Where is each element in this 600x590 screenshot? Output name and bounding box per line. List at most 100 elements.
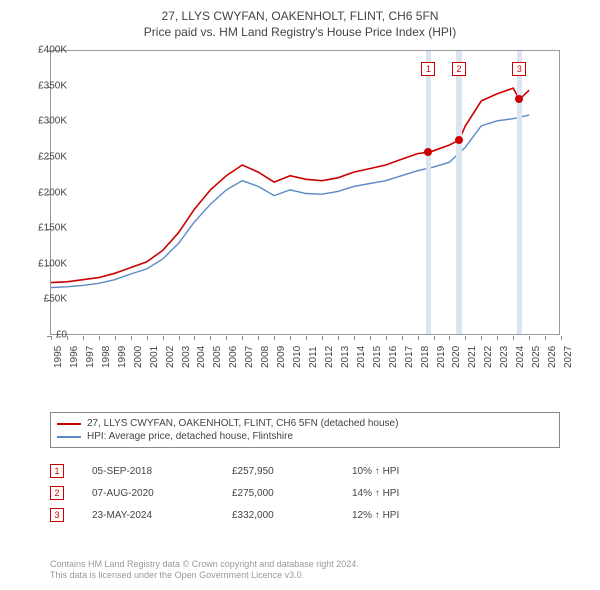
x-axis-tick — [51, 336, 52, 340]
x-axis-tick — [465, 336, 466, 340]
x-axis-tick-label: 2024 — [515, 346, 526, 368]
x-axis-tick-label: 2020 — [451, 346, 462, 368]
x-axis-tick-label: 2019 — [436, 346, 447, 368]
x-axis-tick — [99, 336, 100, 340]
legend-item: 27, LLYS CWYFAN, OAKENHOLT, FLINT, CH6 5… — [57, 417, 553, 430]
x-axis-tick — [481, 336, 482, 340]
sales-pct: 14% ↑ HPI — [352, 488, 432, 499]
x-axis-tick — [561, 336, 562, 340]
x-axis-tick-label: 2027 — [563, 346, 574, 368]
y-axis-tick-label: £150K — [38, 223, 67, 234]
x-axis-tick — [386, 336, 387, 340]
sales-date: 07-AUG-2020 — [92, 488, 232, 499]
footer-attribution: Contains HM Land Registry data © Crown c… — [50, 559, 359, 582]
x-axis-tick-label: 2006 — [228, 346, 239, 368]
highlight-band — [426, 51, 432, 334]
x-axis-tick-label: 2000 — [133, 346, 144, 368]
footer-line-2: This data is licensed under the Open Gov… — [50, 570, 359, 582]
highlight-band — [456, 51, 462, 334]
x-axis-tick — [242, 336, 243, 340]
x-axis-tick — [67, 336, 68, 340]
x-axis-tick-label: 2023 — [499, 346, 510, 368]
arrow-up-icon: ↑ — [375, 466, 380, 477]
x-axis-tick-label: 2005 — [212, 346, 223, 368]
legend-item: HPI: Average price, detached house, Flin… — [57, 430, 553, 443]
x-axis-tick-label: 2003 — [181, 346, 192, 368]
x-axis-tick-label: 2022 — [483, 346, 494, 368]
y-axis-tick-label: £0 — [56, 330, 67, 341]
x-axis-tick — [354, 336, 355, 340]
sale-marker-box: 2 — [452, 62, 466, 76]
x-axis-tick-label: 1995 — [53, 346, 64, 368]
x-axis-tick — [402, 336, 403, 340]
sale-marker-box: 3 — [512, 62, 526, 76]
chart-area: 123 £0£50K£100K£150K£200K£250K£300K£350K… — [50, 50, 585, 360]
x-axis-tick — [418, 336, 419, 340]
x-axis-tick-label: 2021 — [467, 346, 478, 368]
legend: 27, LLYS CWYFAN, OAKENHOLT, FLINT, CH6 5… — [50, 412, 560, 448]
x-axis-tick — [210, 336, 211, 340]
legend-label: 27, LLYS CWYFAN, OAKENHOLT, FLINT, CH6 5… — [87, 418, 398, 429]
plot-area: 1 2 3 — [50, 50, 560, 335]
arrow-up-icon: ↑ — [375, 510, 380, 521]
x-axis-tick-label: 2001 — [149, 346, 160, 368]
sale-marker-dot — [424, 148, 432, 156]
x-axis-tick — [274, 336, 275, 340]
x-axis-tick-label: 2004 — [196, 346, 207, 368]
x-axis-tick — [449, 336, 450, 340]
x-axis-tick-label: 2018 — [420, 346, 431, 368]
sales-date: 05-SEP-2018 — [92, 466, 232, 477]
x-axis-tick-label: 2010 — [292, 346, 303, 368]
sales-date: 23-MAY-2024 — [92, 510, 232, 521]
x-axis-tick — [83, 336, 84, 340]
x-axis-tick-label: 2015 — [372, 346, 383, 368]
arrow-up-icon: ↑ — [375, 488, 380, 499]
sales-index-box: 2 — [50, 486, 64, 500]
chart-title: 27, LLYS CWYFAN, OAKENHOLT, FLINT, CH6 5… — [0, 0, 600, 40]
x-axis-tick-label: 1998 — [101, 346, 112, 368]
title-line-2: Price paid vs. HM Land Registry's House … — [0, 24, 600, 40]
x-axis-tick — [258, 336, 259, 340]
sales-table: 105-SEP-2018£257,95010% ↑ HPI207-AUG-202… — [50, 460, 560, 526]
x-axis-tick — [434, 336, 435, 340]
x-axis-tick — [322, 336, 323, 340]
y-axis-tick-label: £250K — [38, 151, 67, 162]
y-axis-tick-label: £100K — [38, 258, 67, 269]
x-axis-tick-label: 1997 — [85, 346, 96, 368]
x-axis-tick-label: 2016 — [388, 346, 399, 368]
x-axis-tick — [529, 336, 530, 340]
x-axis-tick — [194, 336, 195, 340]
line-series-svg — [51, 51, 561, 336]
x-axis-tick — [338, 336, 339, 340]
x-axis-tick-label: 2014 — [356, 346, 367, 368]
legend-swatch — [57, 436, 81, 438]
x-axis-tick — [147, 336, 148, 340]
x-axis-tick — [290, 336, 291, 340]
highlight-band — [517, 51, 523, 334]
y-axis-tick-label: £300K — [38, 116, 67, 127]
sales-pct: 12% ↑ HPI — [352, 510, 432, 521]
legend-swatch — [57, 423, 81, 425]
x-axis-tick — [545, 336, 546, 340]
x-axis-tick-label: 1999 — [117, 346, 128, 368]
x-axis-tick-label: 2011 — [308, 346, 319, 368]
sales-price: £257,950 — [232, 466, 352, 477]
x-axis-tick-label: 2002 — [165, 346, 176, 368]
x-axis-tick — [163, 336, 164, 340]
x-axis-tick-label: 2026 — [547, 346, 558, 368]
x-axis-tick-label: 2009 — [276, 346, 287, 368]
sales-row: 323-MAY-2024£332,00012% ↑ HPI — [50, 504, 560, 526]
y-axis-tick-label: £350K — [38, 80, 67, 91]
x-axis-tick-label: 2013 — [340, 346, 351, 368]
x-axis-tick-label: 2012 — [324, 346, 335, 368]
x-axis-tick-label: 2008 — [260, 346, 271, 368]
y-axis-tick-label: £400K — [38, 45, 67, 56]
x-axis-tick-label: 2017 — [404, 346, 415, 368]
x-axis-tick — [513, 336, 514, 340]
x-axis-tick — [370, 336, 371, 340]
x-axis-tick-label: 1996 — [69, 346, 80, 368]
title-line-1: 27, LLYS CWYFAN, OAKENHOLT, FLINT, CH6 5… — [0, 8, 600, 24]
sale-marker-box: 1 — [421, 62, 435, 76]
x-axis-tick — [306, 336, 307, 340]
sales-row: 207-AUG-2020£275,00014% ↑ HPI — [50, 482, 560, 504]
